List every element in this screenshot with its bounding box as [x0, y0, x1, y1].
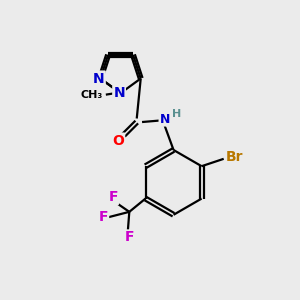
- Text: F: F: [124, 230, 134, 244]
- Text: N: N: [113, 86, 125, 100]
- Text: F: F: [108, 190, 118, 204]
- Text: H: H: [172, 109, 182, 119]
- Text: N: N: [160, 112, 170, 126]
- Text: N: N: [93, 71, 105, 85]
- Text: CH₃: CH₃: [81, 90, 103, 100]
- Text: Br: Br: [226, 150, 244, 164]
- Text: F: F: [99, 210, 108, 224]
- Text: O: O: [112, 134, 124, 148]
